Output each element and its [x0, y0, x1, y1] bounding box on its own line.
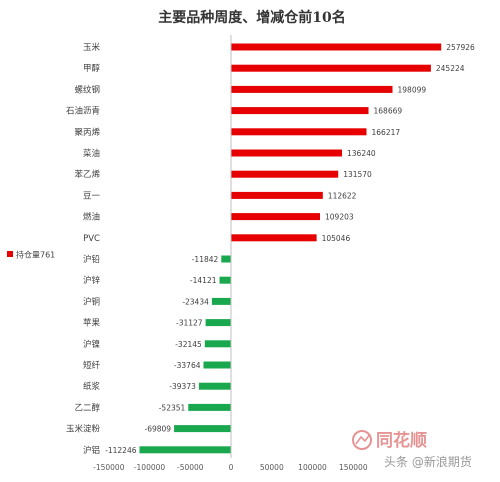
- data-labels: 257926 245224 198099 168669 166217 136240 1315…: [105, 43, 475, 455]
- data-label: 168669: [374, 107, 403, 116]
- watermark: 同花顺 头条 @新浪期货: [352, 430, 472, 469]
- data-label: 245224: [436, 64, 465, 73]
- x-tick-label: -150000: [93, 463, 125, 472]
- data-label: -69809: [145, 425, 172, 434]
- bar: [174, 425, 231, 433]
- data-label: -14121: [190, 276, 217, 285]
- category-label: 玉米: [83, 42, 101, 53]
- data-label: 112622: [328, 191, 357, 200]
- category-label: 聚丙烯: [74, 127, 100, 138]
- data-label: 198099: [398, 85, 427, 94]
- category-label: 豆一: [83, 191, 101, 201]
- category-label: 燃油: [83, 212, 100, 223]
- bar: [231, 107, 369, 115]
- bars-group: [139, 43, 442, 454]
- category-label: PVC: [83, 234, 100, 244]
- category-label: 沪镍: [83, 339, 101, 350]
- bar: [231, 43, 442, 51]
- legend-label: 持仓量761: [16, 250, 55, 260]
- bar: [231, 149, 342, 157]
- bar: [139, 446, 231, 454]
- data-label: 109203: [325, 213, 354, 222]
- bar: [231, 213, 320, 221]
- x-tick-label: 150000: [339, 463, 368, 472]
- bar: [231, 191, 323, 199]
- credit-text: 头条 @新浪期货: [384, 454, 472, 469]
- x-axis: -150000 -100000 -50000 0 50000 100000 150000: [93, 35, 368, 472]
- category-label: 玉米淀粉: [66, 424, 101, 435]
- bar: [204, 340, 231, 348]
- bar: [231, 128, 367, 136]
- category-label: 苹果: [83, 318, 101, 329]
- bar: [205, 319, 231, 327]
- category-label: 甲醇: [83, 63, 101, 74]
- legend: 持仓量761: [7, 250, 55, 260]
- data-label: 136240: [347, 149, 376, 158]
- data-label: -112246: [105, 446, 137, 455]
- category-label: 沪锌: [83, 275, 101, 286]
- chart-title: 主要品种周度、增减仓前10名: [158, 9, 345, 26]
- data-label: 105046: [322, 234, 351, 243]
- data-label: -52351: [159, 403, 186, 412]
- bar: [198, 382, 231, 390]
- data-label: 257926: [446, 43, 475, 52]
- bar: [188, 403, 231, 411]
- x-tick-label: 50000: [260, 463, 284, 472]
- x-tick-label: -100000: [134, 463, 166, 472]
- bar: [231, 85, 393, 93]
- category-label: 沪铜: [83, 296, 100, 307]
- data-label: -31127: [176, 319, 203, 328]
- category-label: 纸浆: [83, 381, 101, 392]
- data-label: 131570: [343, 170, 372, 179]
- brand-logo: 同花顺: [352, 430, 427, 451]
- legend-swatch: [7, 251, 13, 257]
- bar: [203, 361, 231, 369]
- x-tick-label: 100000: [298, 463, 327, 472]
- category-label: 菜油: [83, 148, 100, 159]
- bar: [211, 297, 231, 305]
- category-label: 乙二醇: [74, 402, 100, 413]
- bar: [231, 170, 339, 178]
- category-label: 沪铝: [83, 445, 100, 456]
- bar: [221, 255, 231, 263]
- data-label: -33764: [174, 361, 201, 370]
- bar: [231, 64, 431, 72]
- data-label: -39373: [169, 382, 196, 391]
- category-label: 石油沥青: [66, 106, 100, 117]
- category-label: 苯乙烯: [74, 169, 100, 180]
- data-label: -11842: [192, 255, 219, 264]
- data-label: -23434: [182, 297, 209, 306]
- category-label: 螺纹钢: [74, 84, 100, 95]
- bar: [219, 276, 231, 284]
- data-label: 166217: [372, 128, 401, 137]
- category-label: 短纤: [83, 360, 101, 371]
- brand-name: 同花顺: [376, 430, 427, 451]
- x-tick-label: 0: [229, 463, 234, 472]
- bar: [231, 234, 317, 242]
- x-tick-label: -50000: [177, 463, 204, 472]
- data-label: -32145: [175, 340, 202, 349]
- category-label: 沪铅: [83, 254, 101, 265]
